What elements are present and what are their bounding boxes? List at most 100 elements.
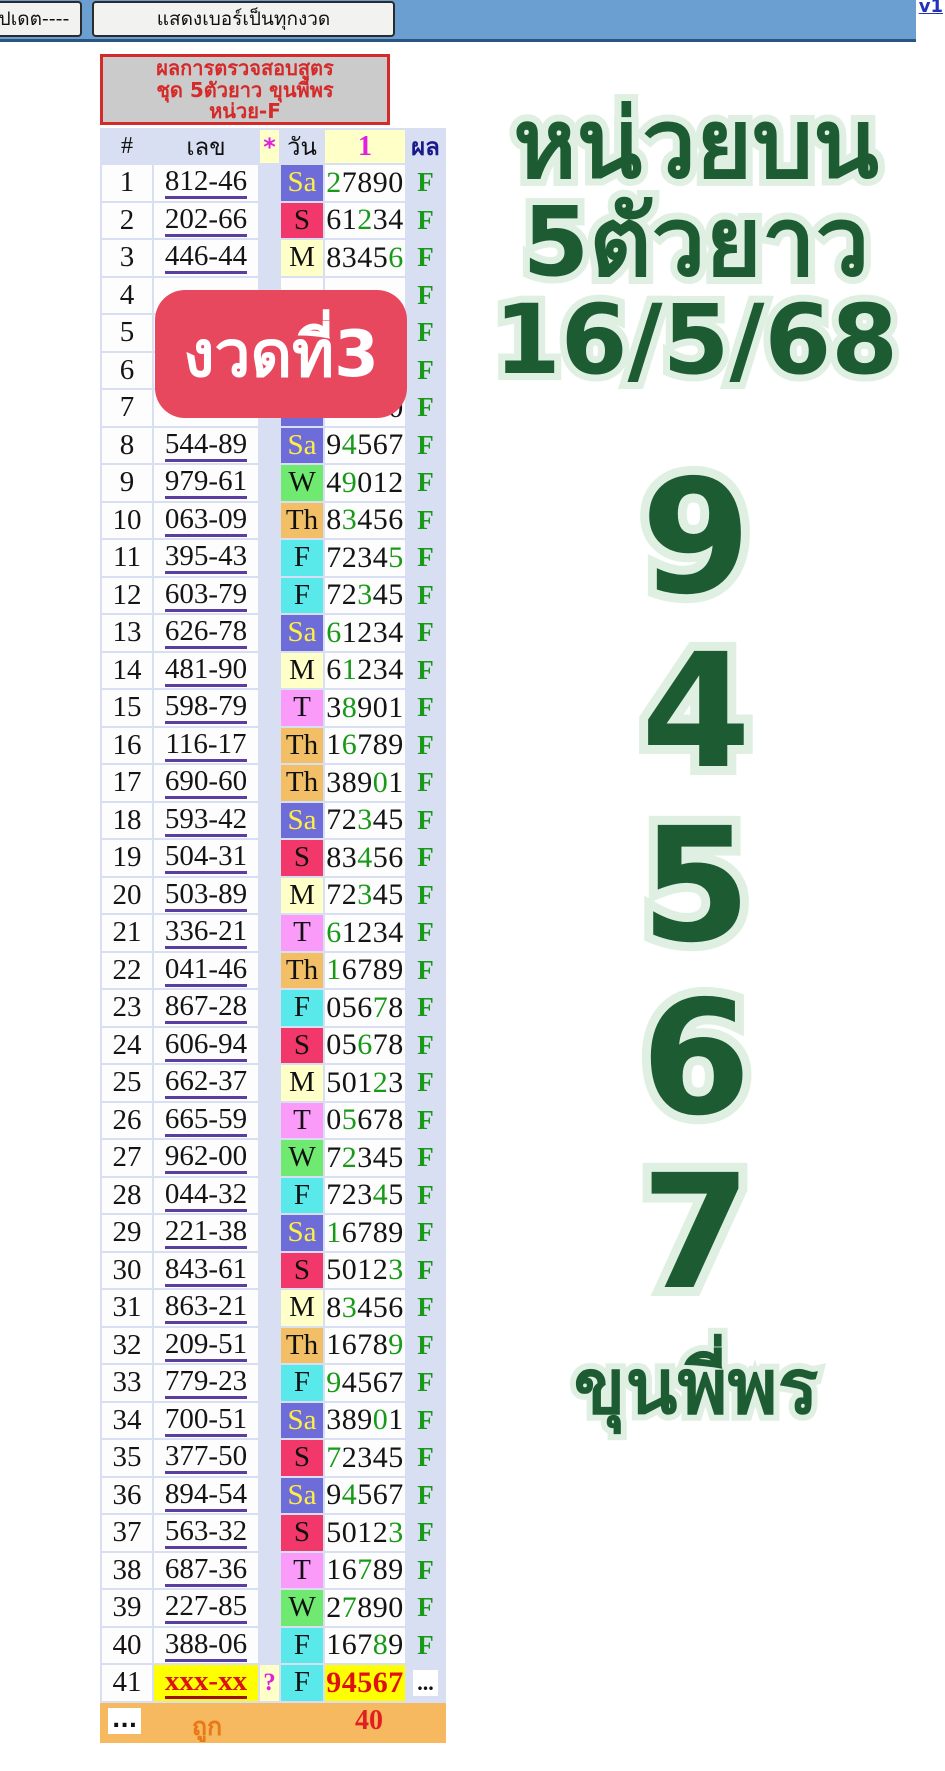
number-link[interactable]: 863-21 bbox=[164, 1291, 248, 1325]
star-cell bbox=[260, 1253, 279, 1289]
star-cell bbox=[260, 765, 279, 801]
day-badge: Th bbox=[281, 502, 323, 538]
day-badge: S bbox=[281, 1440, 323, 1476]
number-cell: 603-79 bbox=[154, 577, 258, 613]
number-cell: 700-51 bbox=[154, 1402, 258, 1438]
number-link[interactable]: 598-79 bbox=[164, 691, 248, 725]
row-index-cell: 11 bbox=[102, 540, 152, 576]
number-link[interactable]: 603-79 bbox=[164, 578, 248, 612]
day-badge: F bbox=[281, 990, 323, 1026]
number-link[interactable]: 041-46 bbox=[164, 953, 248, 987]
result-cell: F bbox=[417, 504, 434, 535]
row-index-cell: 2 bbox=[102, 202, 152, 238]
row-index-cell: 8 bbox=[102, 427, 152, 463]
row-index-cell: 15 bbox=[102, 690, 152, 726]
top-toolbar: ปเดต---- แสดงเบอร์เป็นทุกงวด bbox=[0, 0, 916, 42]
result-cell: F bbox=[417, 617, 434, 648]
star-cell bbox=[260, 503, 279, 539]
number-link[interactable]: 044-32 bbox=[164, 1178, 248, 1212]
number-link[interactable]: 867-28 bbox=[164, 991, 248, 1025]
row-index-cell: 22 bbox=[102, 952, 152, 988]
row-index-cell: 23 bbox=[102, 990, 152, 1026]
number-link[interactable]: 626-78 bbox=[164, 616, 248, 650]
result-cell: F bbox=[417, 242, 434, 273]
number-link[interactable]: 504-31 bbox=[164, 841, 248, 875]
number-link[interactable]: 544-89 bbox=[164, 428, 248, 462]
row-index-cell: 38 bbox=[102, 1552, 152, 1588]
number-link[interactable]: 388-06 bbox=[164, 1628, 248, 1662]
number-link[interactable]: 116-17 bbox=[165, 728, 247, 762]
number-cell: 662-37 bbox=[154, 1065, 258, 1101]
number-cell: 867-28 bbox=[154, 990, 258, 1026]
number-link[interactable]: 593-42 bbox=[164, 803, 248, 837]
show-all-draws-button[interactable]: แสดงเบอร์เป็นทุกงวด bbox=[92, 1, 395, 37]
day-badge: S bbox=[281, 1515, 323, 1551]
number-link[interactable]: 690-60 bbox=[164, 766, 248, 800]
number-link[interactable]: 962-00 bbox=[164, 1141, 248, 1175]
col-header-number: เลข bbox=[186, 133, 226, 161]
result-cell: F bbox=[417, 1217, 434, 1248]
number-link[interactable]: 779-23 bbox=[164, 1366, 248, 1400]
update-button[interactable]: ปเดต---- bbox=[0, 1, 82, 37]
row-index-cell: 27 bbox=[102, 1140, 152, 1176]
number-link[interactable]: 202-66 bbox=[164, 203, 248, 237]
number-cell: 481-90 bbox=[154, 652, 258, 688]
number-link[interactable]: 336-21 bbox=[164, 916, 248, 950]
number-cell: 041-46 bbox=[154, 952, 258, 988]
number-link[interactable]: 812-46 bbox=[164, 166, 248, 200]
number-link[interactable]: 687-36 bbox=[164, 1553, 248, 1587]
col-header-day: วัน bbox=[287, 133, 317, 161]
number-cell: 812-46 bbox=[154, 165, 258, 201]
number-link[interactable]: 662-37 bbox=[164, 1066, 248, 1100]
number-link[interactable]: 481-90 bbox=[164, 653, 248, 687]
number-link[interactable]: 979-61 bbox=[164, 466, 248, 500]
row-index-cell: 10 bbox=[102, 502, 152, 538]
number-link[interactable]: 221-38 bbox=[164, 1216, 248, 1250]
star-cell bbox=[260, 1065, 279, 1101]
number-cell: 336-21 bbox=[154, 915, 258, 951]
day-badge: Sa bbox=[281, 1402, 323, 1438]
result-dots[interactable]: ... bbox=[413, 1669, 438, 1696]
number-link[interactable]: 665-59 bbox=[164, 1103, 248, 1137]
number-link[interactable]: 843-61 bbox=[164, 1253, 248, 1287]
version-link[interactable]: v1 bbox=[918, 0, 943, 17]
day-badge: M bbox=[281, 240, 323, 276]
number-link[interactable]: 700-51 bbox=[164, 1403, 248, 1437]
result-cell: F bbox=[417, 917, 434, 948]
row-index-cell: 9 bbox=[102, 465, 152, 501]
number-link[interactable]: 227-85 bbox=[164, 1591, 248, 1625]
day-badge: M bbox=[281, 652, 323, 688]
number-link[interactable]: 377-50 bbox=[164, 1441, 248, 1475]
number-link[interactable]: 894-54 bbox=[164, 1478, 248, 1512]
number-cell: 687-36 bbox=[154, 1552, 258, 1588]
number-cell: 606-94 bbox=[154, 1027, 258, 1063]
number-link[interactable]: 446-44 bbox=[164, 241, 248, 275]
result-cell: F bbox=[417, 1442, 434, 1473]
star-cell bbox=[260, 1290, 279, 1326]
number-link[interactable]: 395-43 bbox=[164, 541, 248, 575]
number-cell: 863-21 bbox=[154, 1290, 258, 1326]
star-cell bbox=[260, 1328, 279, 1364]
row-index-cell: 24 bbox=[102, 1027, 152, 1063]
number-link[interactable]: 606-94 bbox=[164, 1028, 248, 1062]
number-link[interactable]: xxx-xx bbox=[164, 1666, 248, 1700]
day-badge: Th bbox=[281, 765, 323, 801]
number-cell: 063-09 bbox=[154, 502, 258, 538]
number-cell: 598-79 bbox=[154, 690, 258, 726]
number-link[interactable]: 563-32 bbox=[164, 1516, 248, 1550]
star-cell bbox=[260, 1440, 279, 1476]
star-cell bbox=[260, 690, 279, 726]
footer-dots[interactable]: ... bbox=[108, 1707, 142, 1734]
number-link[interactable]: 209-51 bbox=[164, 1328, 248, 1362]
row-index-cell: 36 bbox=[102, 1477, 152, 1513]
star-cell bbox=[260, 1515, 279, 1551]
result-cell: F bbox=[417, 392, 434, 423]
row-index-cell: 41 bbox=[102, 1665, 152, 1701]
number-link[interactable]: 503-89 bbox=[164, 878, 248, 912]
number-link[interactable]: 063-09 bbox=[164, 503, 248, 537]
star-cell bbox=[260, 1215, 279, 1251]
